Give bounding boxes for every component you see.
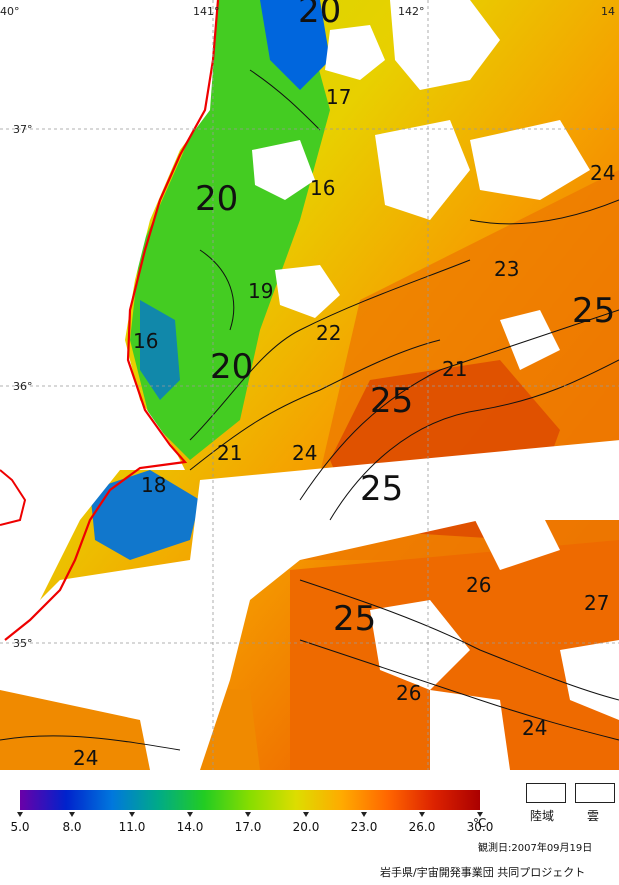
land-swatch — [526, 783, 566, 803]
lon-label-141: 141° — [193, 5, 220, 18]
colorbar-tick-label: 14.0 — [177, 820, 204, 834]
lon-label-142: 142° — [398, 5, 425, 18]
coastline — [4, 0, 220, 641]
coastal-green — [130, 0, 330, 460]
credit-text: 岩手県/宇宙開発事業団 共同プロジェクト — [380, 866, 586, 879]
colorbar-tick-mark — [303, 812, 309, 817]
contour-label: 16 — [310, 176, 335, 200]
cloud-areas — [0, 0, 619, 770]
contour-label: 17 — [326, 85, 351, 109]
lon-label-140: 40° — [0, 5, 20, 18]
cloud-swatch — [575, 783, 615, 803]
lat-label-37: 37° — [13, 123, 33, 136]
colorbar-tick-label: 11.0 — [119, 820, 146, 834]
contour-label: 18 — [141, 473, 166, 497]
observation-date: 観測日:2007年09月19日 — [478, 843, 593, 854]
colorbar-tick-label: 8.0 — [62, 820, 81, 834]
contour-label: 25 — [370, 381, 413, 421]
contour-label: 26 — [396, 681, 421, 705]
contour-label: 20 — [298, 0, 341, 31]
colorbar-tick-label: 26.0 — [409, 820, 436, 834]
contour-label: 23 — [494, 257, 519, 281]
land-label: 陸域 — [530, 809, 555, 823]
color-scale-bar: 5.0 8.0 11.0 14.0 17.0 20.0 23.0 26.0 30.0 — [10, 790, 493, 834]
contour-label: 21 — [217, 441, 242, 465]
contour-label: 20 — [210, 347, 253, 387]
contour-label: 25 — [572, 291, 615, 331]
colorbar-tick-mark — [69, 812, 75, 817]
contour-label: 25 — [333, 599, 376, 639]
colorbar-tick-mark — [187, 812, 193, 817]
contour-label: 27 — [584, 591, 609, 615]
colorbar-tick-mark — [129, 812, 135, 817]
contour-label: 26 — [466, 573, 491, 597]
contour-label: 25 — [360, 469, 403, 509]
lat-label-35: 35° — [13, 637, 33, 650]
colorbar-tick-mark — [361, 812, 367, 817]
cold-patch-north — [260, 0, 330, 90]
cloud-label: 雲 — [587, 809, 600, 823]
colorbar-tick-mark — [477, 812, 483, 817]
contour-label: 21 — [442, 357, 467, 381]
coastline-west — [0, 469, 27, 526]
cold-patch-south — [90, 470, 200, 560]
colorbar-ticks: 5.0 8.0 11.0 14.0 17.0 20.0 23.0 26.0 30.0 — [10, 812, 493, 834]
colorbar-tick-mark — [245, 812, 251, 817]
legend-area: 5.0 8.0 11.0 14.0 17.0 20.0 23.0 26.0 30.0 陸域 雲 … — [0, 770, 619, 881]
contour-label: 24 — [590, 161, 615, 185]
sea-surface-temperature-map: 40° 141° 142° 14 37° 36° 35° 20 17 16 20 24 1… — [0, 0, 619, 770]
colorbar-tick-label: 5.0 — [10, 820, 29, 834]
colorbar-tick-mark — [419, 812, 425, 817]
contour-label: 24 — [73, 746, 98, 770]
colorbar-tick-label: 20.0 — [293, 820, 320, 834]
contour-label: 19 — [248, 279, 273, 303]
contour-label: 16 — [133, 329, 158, 353]
colorbar-tick-mark — [17, 812, 23, 817]
colorbar — [20, 790, 480, 810]
land-area — [0, 0, 218, 640]
contour-label: 20 — [195, 179, 238, 219]
lat-label-36: 36° — [13, 380, 33, 393]
unit-label: ℃ — [473, 816, 487, 830]
colorbar-tick-label: 23.0 — [351, 820, 378, 834]
cold-patch-coast — [140, 300, 180, 400]
contour-value-labels: 20 17 16 20 24 19 23 25 16 22 20 21 25 21 24 18 25 26 27 25… — [73, 0, 615, 770]
colorbar-tick-label: 17.0 — [235, 820, 262, 834]
contour-label: 22 — [316, 321, 341, 345]
lon-label-143: 14 — [601, 5, 615, 18]
colorbar-tick-label: 30.0 — [467, 820, 494, 834]
contour-label: 24 — [522, 716, 547, 740]
contour-label: 24 — [292, 441, 317, 465]
graticule — [0, 0, 619, 770]
isotherm-lines — [0, 69, 619, 751]
